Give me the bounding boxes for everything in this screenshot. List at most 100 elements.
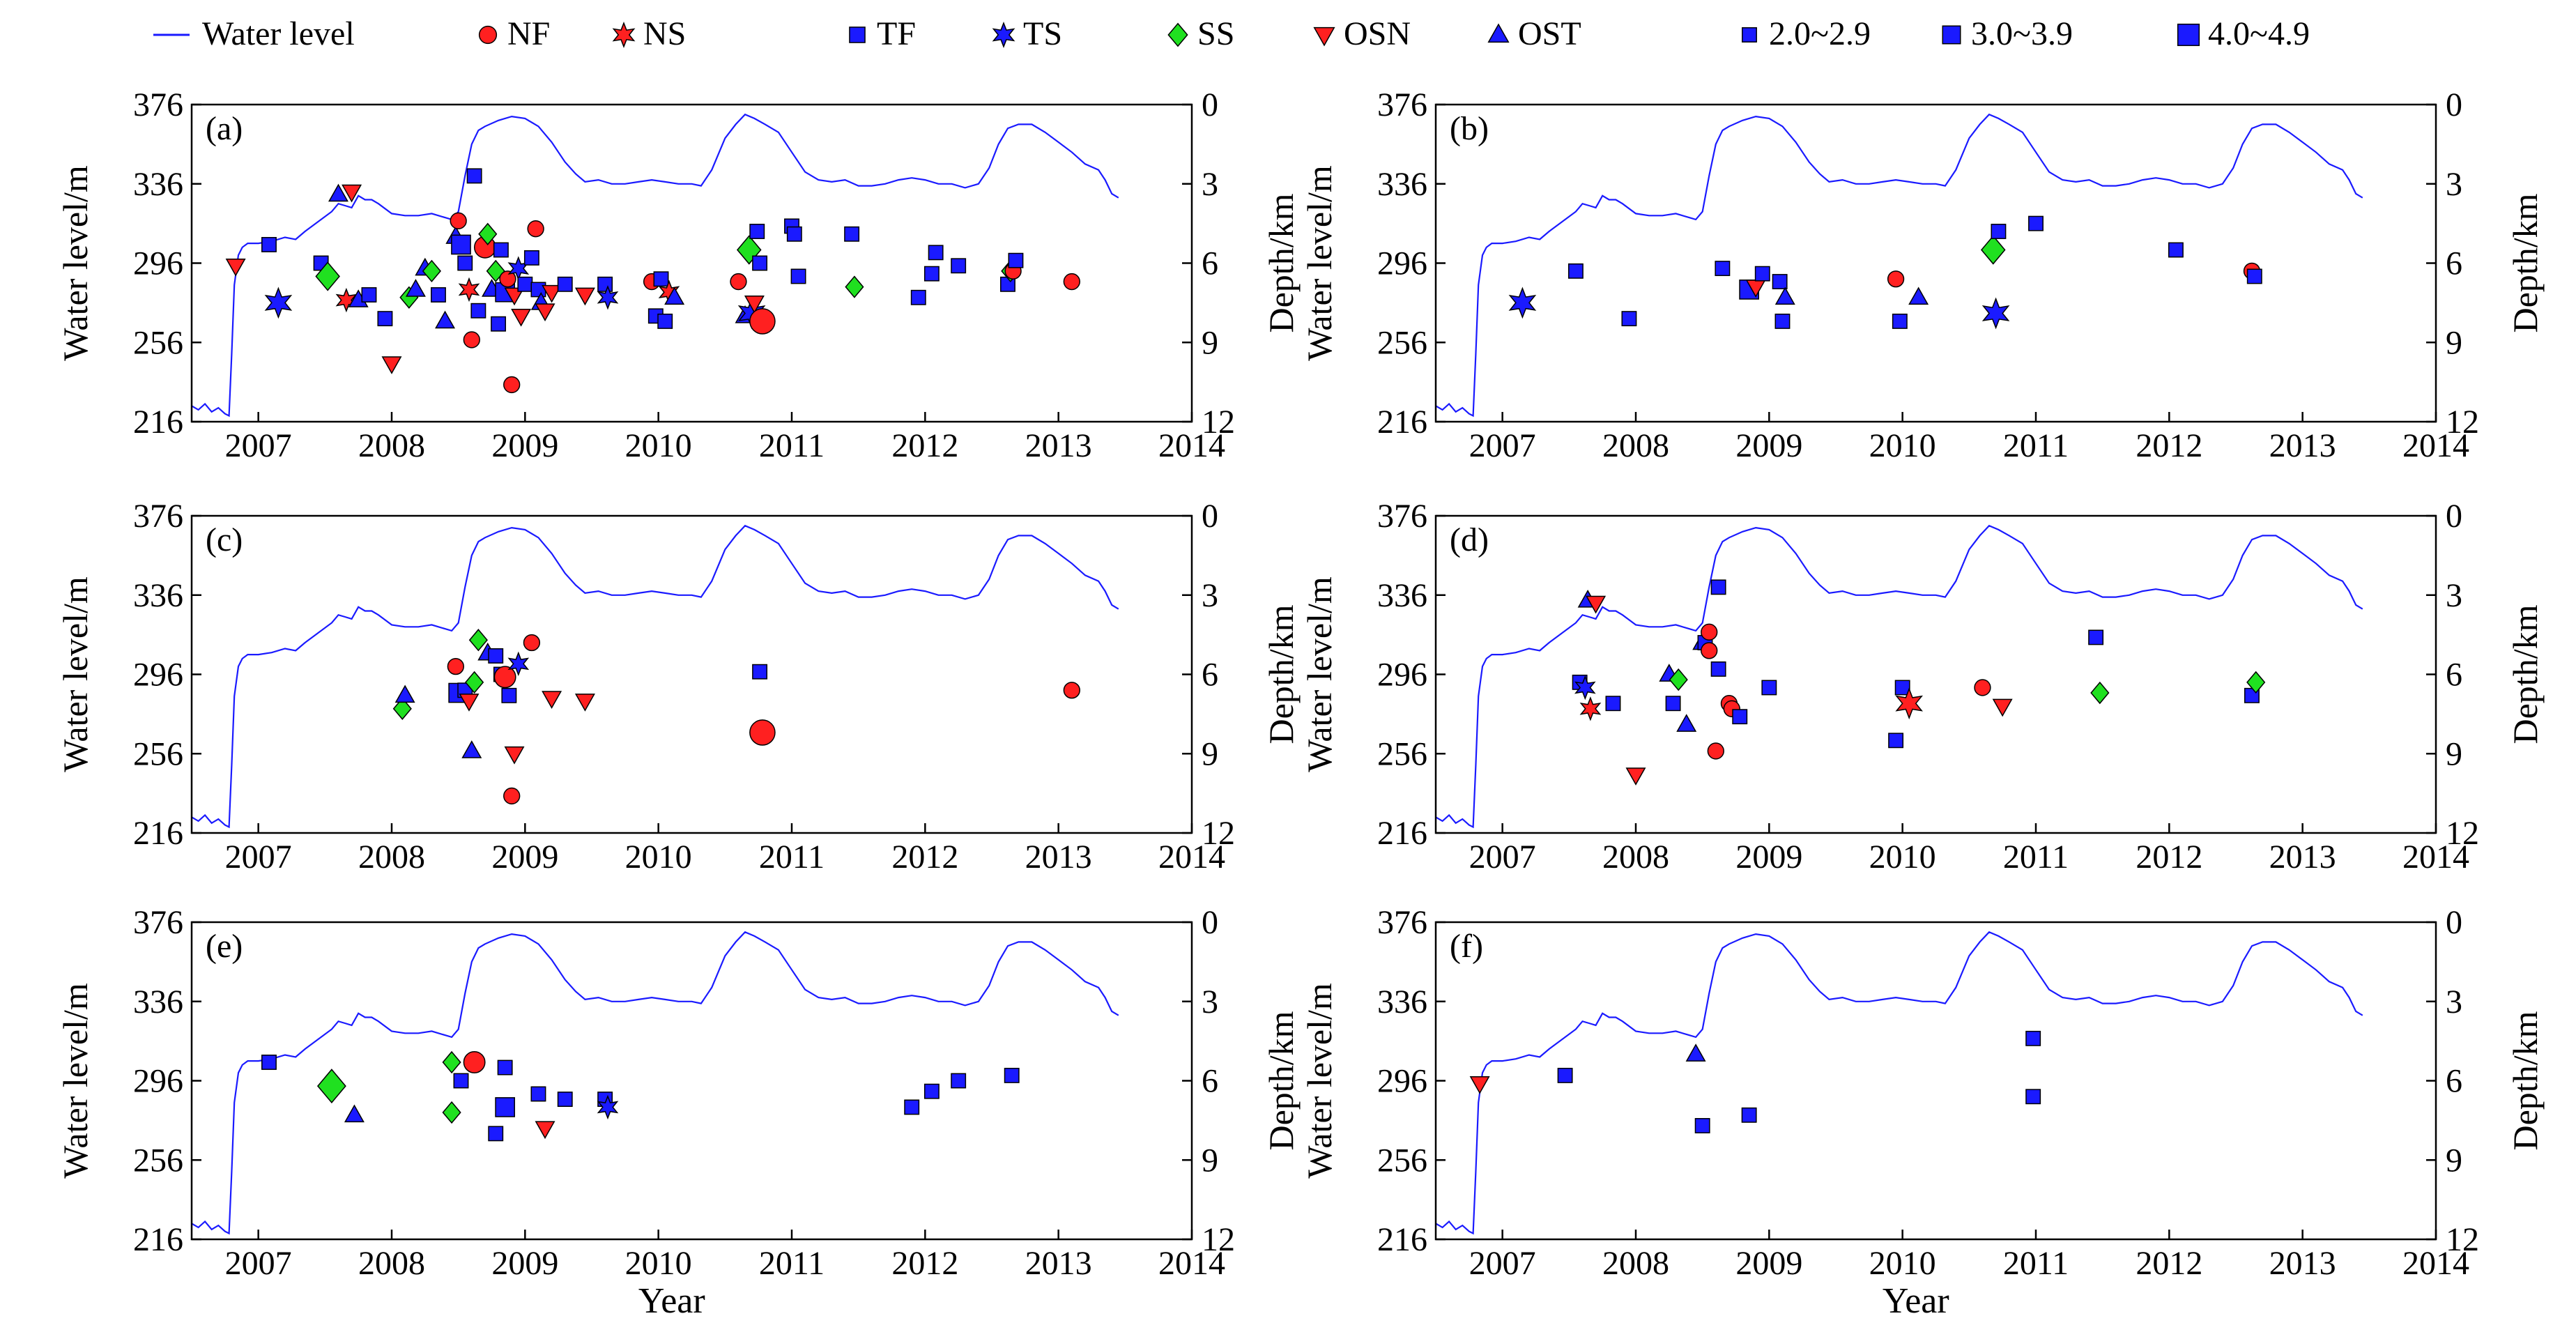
y-tick-label-right: 0 [1202,86,1218,123]
legend-marker-icon [849,26,866,43]
earthquake-point [1557,1067,1573,1083]
earthquake-point [1715,261,1731,277]
earthquake-point [1574,675,1596,701]
y-tick-label-right: 0 [2446,498,2462,535]
earthquake-point [653,271,669,287]
earthquake-point [457,255,473,271]
earthquake-point [752,664,768,680]
chart-panel: 2007 2008 2009 2010 2011 2012 2013 2014 216 256 29… [1300,904,2545,1321]
legend-entry: TS [992,15,1062,52]
earthquake-point [450,212,467,229]
y-axis-label-right: Depth/km [1262,193,1301,332]
earthquake-point [1008,252,1024,268]
legend-label: OSN [1344,15,1411,52]
earthquake-point [463,1051,486,1073]
earthquake-point [664,286,685,305]
x-tick-label: 2010 [1869,1245,1936,1282]
plot-frame [1434,921,2437,1241]
x-tick-label: 2013 [1025,839,1092,875]
earthquake-point [786,226,802,242]
chart-panel: 2007 2008 2009 2010 2011 2012 2013 2014 216 256 29… [56,86,1301,464]
y-tick-label-left: 336 [133,984,183,1020]
earthquake-point [315,261,340,291]
y-tick-label-left: 216 [133,404,183,441]
earthquake-point [1991,224,2007,239]
legend-label: TS [1023,15,1062,52]
y-tick-label-left: 216 [1377,815,1427,852]
earthquake-point [1701,642,1718,659]
x-tick-label: 2010 [1869,839,1936,875]
earthquake-point [442,1101,461,1124]
y-tick-label-left: 296 [133,1063,183,1100]
earthquake-point [844,226,860,242]
earthquake-point [923,266,940,282]
x-tick-label: 2014 [1158,839,1225,875]
earthquake-point [574,694,595,712]
earthquake-point [1567,263,1584,279]
y-tick-label-right: 12 [2446,404,2479,441]
earthquake-point [1992,698,2013,717]
earthquake-point [2090,681,2110,705]
earthquake-point [468,629,488,652]
earthquake-point [465,671,484,694]
x-axis-label: Year [638,1281,705,1321]
earthquake-point [749,224,765,239]
legend-label: SS [1197,15,1234,52]
earthquake-point [503,376,521,394]
legend-marker-icon [2177,23,2200,47]
earthquake-point [542,284,562,303]
x-tick-label: 2012 [2136,427,2202,464]
earthquake-point [744,296,765,314]
x-tick-label: 2014 [1158,1245,1225,1282]
earthquake-point [928,245,944,261]
y-tick-label-right: 3 [2446,984,2462,1020]
legend-entry: Water level [153,15,355,52]
legend-marker-icon [1487,23,1510,43]
earthquake-point [1980,235,2006,265]
earthquake-point [535,303,555,322]
chart-panel: 2007 2008 2009 2010 2011 2012 2013 2014 216 256 29… [56,904,1301,1321]
x-tick-label: 2013 [1025,427,1092,464]
x-tick-label: 2010 [625,1245,692,1282]
earthquake-point [530,282,546,298]
x-tick-label: 2008 [1602,427,1669,464]
earthquake-point [951,258,967,274]
y-axis-label-left: Water level/m [1300,576,1339,772]
earthquake-point [2088,629,2104,645]
earthquake-point [2025,1089,2041,1105]
earthquake-point [910,289,926,305]
earthquake-point [493,666,516,689]
y-tick-label-left: 336 [133,577,183,614]
x-tick-label: 2010 [625,839,692,875]
y-tick-label-left: 296 [133,245,183,282]
plot-frame [1434,514,2437,834]
earthquake-point [1707,742,1724,760]
earthquake-point [523,634,541,652]
y-tick-label-right: 9 [1202,735,1218,772]
y-tick-label-right: 0 [1202,904,1218,941]
earthquake-point [557,1092,573,1107]
y-tick-label-left: 376 [1377,904,1427,941]
y-tick-label-left: 296 [1377,657,1427,694]
earthquake-point [2246,671,2266,694]
earthquake-point [1625,767,1646,786]
earthquake-point [442,1050,461,1074]
y-tick-label-right: 9 [2446,324,2462,361]
earthquake-point [1694,1118,1710,1133]
legend-marker-icon [1742,27,1757,43]
earthquake-point [904,1099,920,1115]
earthquake-point [1892,313,1908,329]
x-tick-label: 2012 [2136,1245,2202,1282]
earthquake-point [530,1086,546,1102]
y-axis-label-right: Depth/km [2506,193,2545,332]
x-tick-label: 2014 [1158,427,1225,464]
earthquake-point [461,740,482,758]
x-tick-label: 2010 [625,427,692,464]
y-axis-label-left: Water level/m [56,983,95,1179]
x-tick-label: 2010 [1869,427,1936,464]
y-axis-label-right: Depth/km [2506,604,2545,744]
earthquake-point [1579,696,1602,721]
water-level-line [1435,113,2363,418]
earthquake-point [1981,297,2010,330]
earthquake-point [1774,286,1795,305]
